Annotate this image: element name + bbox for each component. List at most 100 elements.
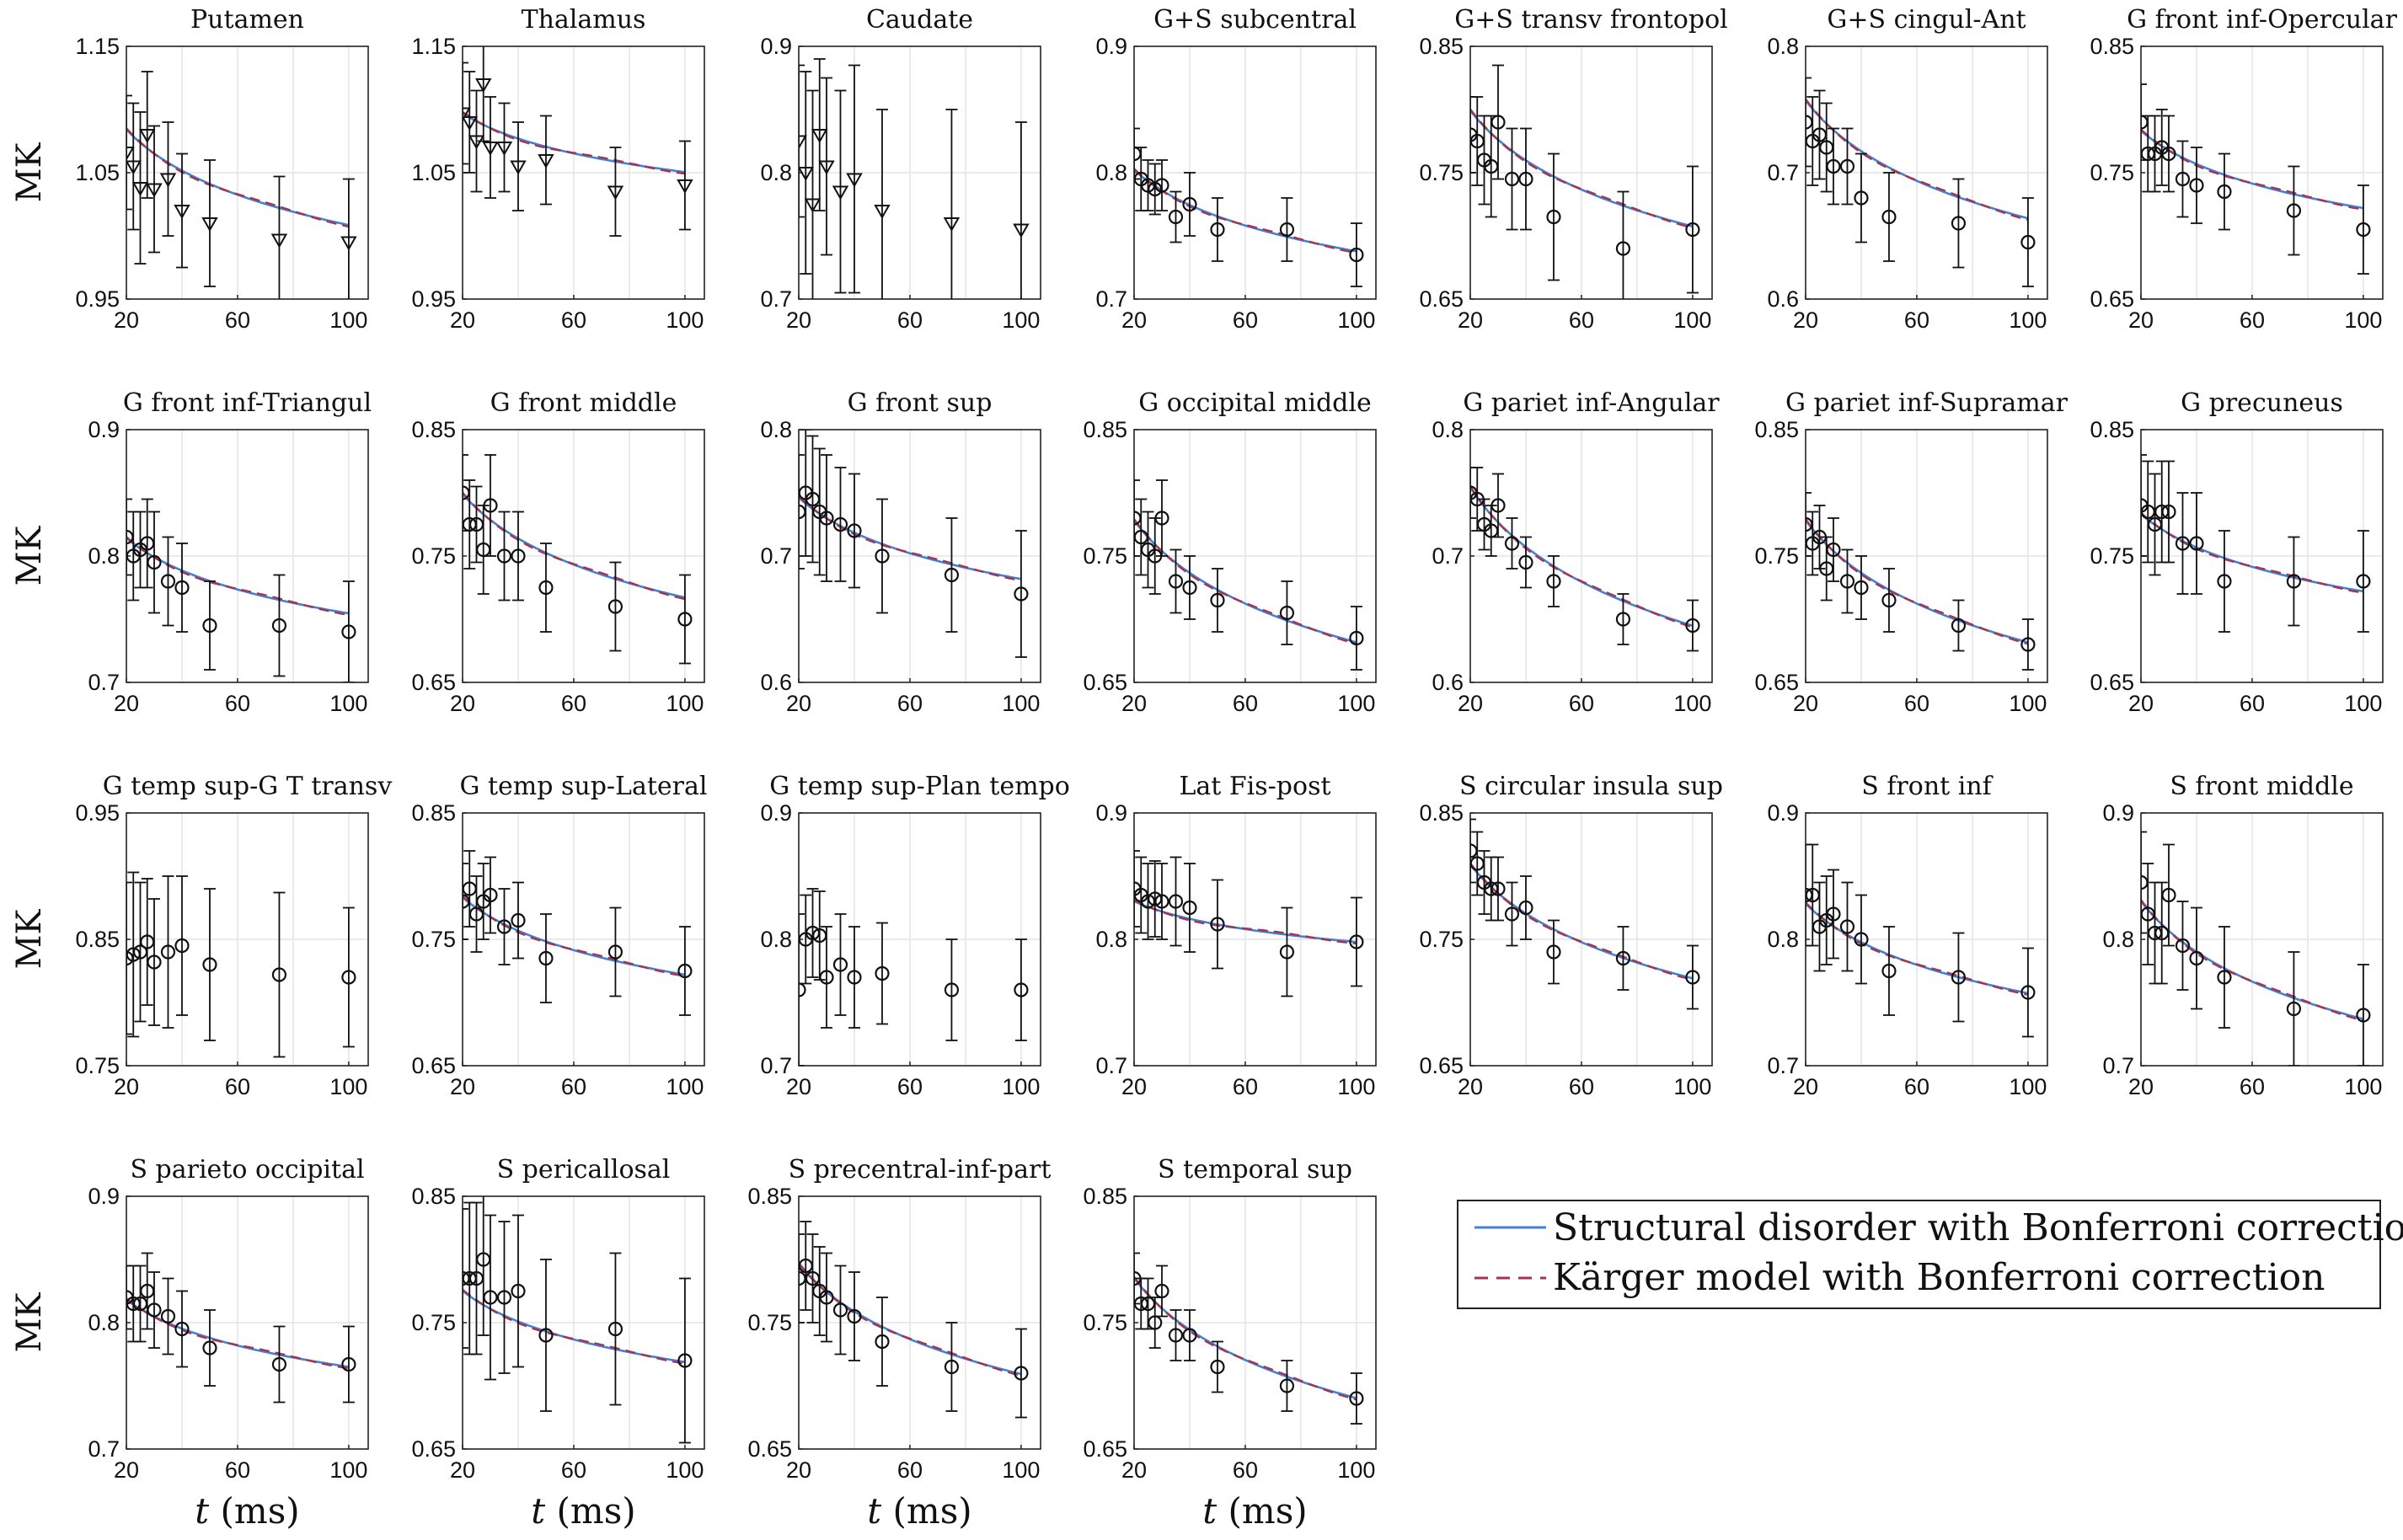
y-tick-label: 0.85 <box>411 417 456 442</box>
data-point <box>174 580 190 596</box>
plot-area <box>126 71 357 299</box>
data-point <box>847 970 862 985</box>
data-point <box>496 919 512 934</box>
y-tick-label: 0.75 <box>411 543 456 569</box>
structural-fit-line <box>799 496 1022 580</box>
data-point <box>1518 900 1533 916</box>
y-tick-label: 0.75 <box>411 927 456 952</box>
plot-area <box>799 58 1030 299</box>
data-point <box>482 142 499 157</box>
data-point <box>483 887 498 903</box>
data-point <box>832 957 848 972</box>
data-point <box>202 1340 217 1356</box>
legend-structural-label: Structural disorder with Bonferroni corr… <box>1553 1206 2403 1249</box>
data-point <box>159 173 177 188</box>
data-point <box>160 944 176 960</box>
panel: Caudate 20 60 100 0.7 0.8 0.9 <box>760 5 1041 333</box>
data-point <box>1014 982 1029 997</box>
panel: G front inf-Opercular 20 60 100 0.65 0.75 0.85 <box>2090 5 2397 333</box>
data-point <box>607 185 624 201</box>
data-point <box>944 567 960 583</box>
data-point <box>1210 222 1225 238</box>
data-point <box>1182 196 1197 212</box>
y-tick-label: 0.7 <box>1767 1053 1799 1078</box>
y-tick-label: 0.9 <box>760 34 792 59</box>
data-point <box>1881 963 1897 979</box>
plot-area <box>1470 818 1700 1010</box>
x-axis-label: t (ms) <box>1202 1490 1307 1532</box>
plot-area <box>1470 64 1700 299</box>
data-point <box>875 965 890 981</box>
data-point <box>496 548 512 564</box>
panel-title: S precentral-inf-part <box>789 1155 1052 1184</box>
y-tick-label: 0.65 <box>747 1436 792 1462</box>
data-point <box>1839 158 1855 174</box>
x-tick-label: 20 <box>114 691 139 716</box>
x-tick-label: 20 <box>1458 691 1483 716</box>
data-point <box>147 1302 162 1318</box>
x-tick-label: 100 <box>2344 1074 2382 1099</box>
data-point <box>2175 938 2191 954</box>
x-tick-label: 100 <box>329 1074 367 1099</box>
y-tick-label: 0.7 <box>88 670 120 695</box>
y-tick-label: 0.8 <box>88 543 120 569</box>
data-point <box>160 1308 176 1324</box>
data-point <box>202 957 217 972</box>
plot-area <box>463 46 693 237</box>
plot-area <box>799 430 1029 658</box>
y-tick-label: 0.8 <box>760 160 792 185</box>
data-point <box>538 1328 554 1343</box>
data-point <box>341 1356 356 1372</box>
panel-title: G pariet inf-Supramar <box>1785 388 2069 418</box>
data-point <box>341 970 356 985</box>
data-point <box>2161 146 2176 162</box>
x-tick-label: 100 <box>1002 307 1040 333</box>
data-point <box>1279 222 1295 238</box>
karger-fit-line <box>1806 518 2029 645</box>
data-point <box>2286 203 2302 218</box>
data-point <box>1154 894 1169 909</box>
y-tick-label: 0.65 <box>1083 670 1127 695</box>
data-point <box>818 160 835 175</box>
data-point <box>201 217 218 233</box>
plot-area <box>126 1252 356 1404</box>
y-tick-label: 0.7 <box>2102 1053 2134 1078</box>
x-tick-label: 20 <box>1121 307 1147 333</box>
y-tick-label: 1.05 <box>411 160 456 185</box>
y-tick-label: 0.9 <box>1767 800 1799 826</box>
data-point <box>819 970 834 985</box>
data-point <box>2356 1008 2371 1023</box>
data-point <box>1148 1315 1163 1330</box>
panel: S precentral-inf-part 20 60 100 0.65 0.75 0.85… <box>747 1155 1051 1532</box>
karger-fit-line <box>1470 485 1694 628</box>
x-tick-label: 100 <box>329 1457 367 1483</box>
y-tick-label: 0.75 <box>747 1310 792 1335</box>
data-point <box>832 516 848 532</box>
y-tick-label: 0.8 <box>760 417 792 442</box>
karger-fit-line <box>1470 108 1694 229</box>
x-tick-label: 20 <box>786 1457 811 1483</box>
plot-area <box>1134 479 1364 671</box>
data-point <box>538 580 554 596</box>
y-tick-label: 0.85 <box>2090 34 2134 59</box>
panel-title: S pericallosal <box>497 1155 671 1184</box>
x-tick-label: 20 <box>786 307 811 333</box>
y-tick-label: 0.85 <box>1083 1184 1127 1209</box>
y-tick-label: 0.9 <box>2102 800 2134 826</box>
data-point <box>1279 944 1295 960</box>
panel: G temp sup-Plan tempo 20 60 100 0.7 0.8 0.9 <box>760 772 1069 1099</box>
data-point <box>799 982 806 997</box>
x-tick-label: 60 <box>1569 691 1594 716</box>
x-tick-label: 100 <box>1673 691 1711 716</box>
data-point <box>271 967 287 982</box>
data-point <box>2020 234 2036 250</box>
x-tick-label: 60 <box>2240 691 2265 716</box>
panel: G temp sup-Lateral 20 60 100 0.65 0.75 0.85 <box>411 772 707 1099</box>
data-point <box>875 548 890 564</box>
data-point <box>1154 178 1169 193</box>
data-point <box>2356 574 2371 589</box>
y-tick-label: 0.85 <box>1754 417 1799 442</box>
plot-area <box>463 850 693 1016</box>
panel: Lat Fis-post 20 60 100 0.7 0.8 0.9 <box>1095 772 1377 1099</box>
data-point <box>1854 932 1869 947</box>
